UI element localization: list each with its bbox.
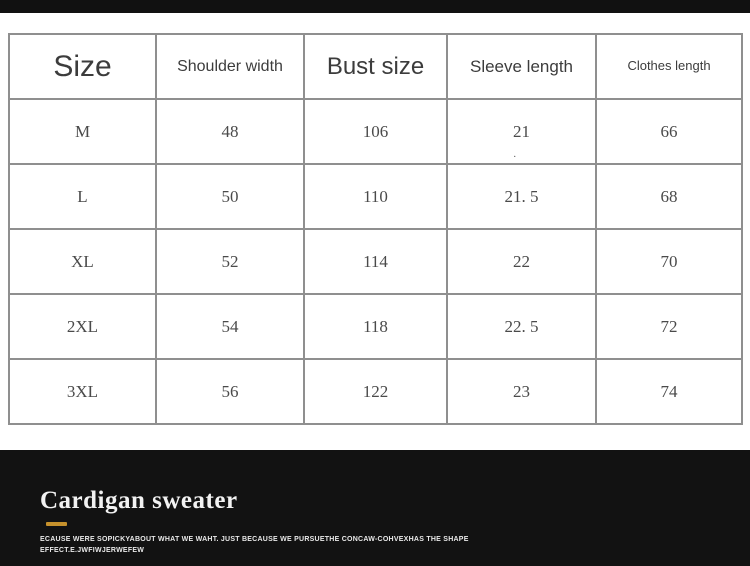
header-shoulder-width: Shoulder width (155, 33, 305, 100)
table-row-3xl: 3XL 56 122 23 74 (8, 358, 743, 425)
header-size: Size (8, 33, 157, 100)
cell-value: 122 (303, 358, 448, 425)
footer-band: Cardigan sweater ECAUSE WERE SOPICKYABOU… (0, 450, 750, 566)
cell-value: 23 (446, 358, 597, 425)
cell-value: 56 (155, 358, 305, 425)
footer-fineprint: ECAUSE WERE SOPICKYABOUT WHAT WE WAHT. J… (40, 534, 469, 556)
cell-size: M (8, 98, 157, 165)
header-clothes-length: Clothes length (595, 33, 743, 100)
cell-value: 48 (155, 98, 305, 165)
cell-value: 66 (595, 98, 743, 165)
cell-text: 21 (513, 121, 530, 141)
size-table: Size Shoulder width Bust size Sleeve len… (8, 33, 743, 425)
cell-value: 110 (303, 163, 448, 230)
table-row-l: L 50 110 21. 5 68 (8, 163, 743, 230)
cell-size: L (8, 163, 157, 230)
cell-size: 3XL (8, 358, 157, 425)
cell-value: 106 (303, 98, 448, 165)
top-black-bar (0, 0, 750, 13)
cell-value: 68 (595, 163, 743, 230)
cell-value: 114 (303, 228, 448, 295)
cell-value: 52 (155, 228, 305, 295)
accent-dash (46, 522, 67, 526)
header-sleeve-length: Sleeve length (446, 33, 597, 100)
cell-value: 74 (595, 358, 743, 425)
cell-value: 72 (595, 293, 743, 360)
cell-value: 22 (446, 228, 597, 295)
cell-value: 118 (303, 293, 448, 360)
cell-value: 54 (155, 293, 305, 360)
cell-size: 2XL (8, 293, 157, 360)
fineprint-line-2: EFFECT.E.JWFIWJERWEFEW (40, 547, 145, 554)
cell-value: 50 (155, 163, 305, 230)
cell-size: XL (8, 228, 157, 295)
fineprint-line-1: ECAUSE WERE SOPICKYABOUT WHAT WE WAHT. J… (40, 536, 469, 543)
table-row-m: M 48 106 21 . 66 (8, 98, 743, 165)
cell-value: 21. 5 (446, 163, 597, 230)
table-header-row: Size Shoulder width Bust size Sleeve len… (8, 33, 743, 100)
product-title: Cardigan sweater (40, 487, 238, 514)
table-row-2xl: 2XL 54 118 22. 5 72 (8, 293, 743, 360)
cell-value: 22. 5 (446, 293, 597, 360)
cell-value: 70 (595, 228, 743, 295)
header-bust-size: Bust size (303, 33, 448, 100)
cell-value: 21 . (446, 98, 597, 165)
table-row-xl: XL 52 114 22 70 (8, 228, 743, 295)
stray-dot: . (513, 149, 517, 160)
